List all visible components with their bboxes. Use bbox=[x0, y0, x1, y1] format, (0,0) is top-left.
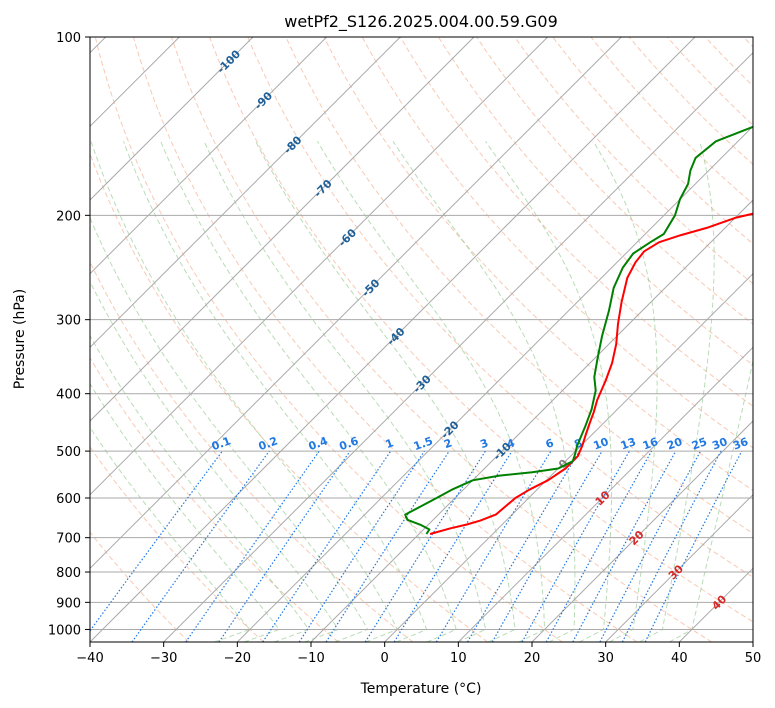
isotherm-line bbox=[531, 420, 753, 642]
mixing-ratio-line bbox=[185, 450, 320, 642]
isotherm-line bbox=[457, 346, 753, 642]
dry-adiabat bbox=[437, 37, 753, 366]
mixing-ratio-label: 20 bbox=[665, 435, 684, 453]
mixing-ratio-line bbox=[364, 450, 486, 642]
y-tick-label: 700 bbox=[56, 532, 81, 547]
isotherm-line bbox=[236, 125, 753, 642]
mixing-ratio-line bbox=[621, 450, 722, 642]
mixing-ratio-label: 6 bbox=[544, 436, 556, 451]
profile-series bbox=[404, 125, 753, 535]
dewpoint-profile bbox=[404, 125, 753, 535]
mixing-ratio-line bbox=[521, 450, 631, 642]
dry-adiabat bbox=[90, 356, 339, 642]
mixing-ratio-label: 13 bbox=[619, 435, 638, 452]
x-tick-label: −40 bbox=[76, 651, 103, 666]
x-axis-label: Temperature (°C) bbox=[360, 681, 482, 697]
y-tick-label: 1000 bbox=[48, 623, 81, 638]
y-tick-label: 300 bbox=[56, 314, 81, 329]
mixing-ratio-label: 2 bbox=[442, 436, 454, 451]
mixing-ratio-line bbox=[90, 450, 223, 632]
mixing-ratio-label: 10 bbox=[592, 435, 611, 453]
isotherm-line bbox=[605, 493, 753, 642]
plot-background bbox=[90, 37, 753, 642]
y-tick-label: 100 bbox=[56, 31, 81, 46]
mixing-ratio-line bbox=[393, 450, 513, 642]
isotherm-line bbox=[90, 37, 696, 642]
mixing-ratio-line bbox=[572, 450, 677, 642]
mixing-ratio-line bbox=[545, 450, 653, 642]
dry-adiabat bbox=[323, 37, 753, 491]
isotherm-line bbox=[90, 37, 549, 496]
mixing-ratio-label: 0.4 bbox=[307, 434, 330, 453]
mixing-ratio-line bbox=[325, 450, 450, 642]
isotherm-line bbox=[90, 37, 475, 422]
mixing-ratio-label: 0.1 bbox=[210, 434, 233, 453]
mixing-ratio-line bbox=[491, 450, 603, 642]
y-tick-label: 800 bbox=[56, 566, 81, 581]
dry-adiabat bbox=[552, 37, 753, 245]
mixing-ratio-label: 1 bbox=[384, 436, 396, 451]
mixing-ratio-label: 0.2 bbox=[257, 434, 280, 453]
dry-adiabat bbox=[94, 37, 563, 642]
y-axis-label: Pressure (hPa) bbox=[12, 289, 28, 389]
mixing-ratio-label: 30 bbox=[710, 435, 729, 453]
x-tick-label: 50 bbox=[745, 651, 762, 666]
mixing-ratio-line bbox=[218, 450, 351, 642]
y-tick-label: 400 bbox=[56, 388, 81, 403]
dry-adiabat bbox=[476, 37, 753, 325]
x-tick-label: 30 bbox=[597, 651, 614, 666]
x-tick-label: 40 bbox=[671, 651, 688, 666]
dry-adiabat bbox=[171, 37, 712, 642]
mixing-ratio-label: 16 bbox=[641, 435, 660, 453]
isotherm-line bbox=[310, 199, 753, 642]
x-tick-label: 10 bbox=[450, 651, 467, 666]
axes: −40 −30 −20 −10 0 10 20 30 40 5010020030040050060… bbox=[48, 31, 761, 666]
x-tick-label: −10 bbox=[297, 651, 324, 666]
dry-adiabat bbox=[590, 37, 753, 205]
plot-frame bbox=[89, 36, 754, 643]
isotherm-line bbox=[384, 272, 753, 642]
isotherm-line bbox=[163, 51, 753, 642]
mixing-ratio-label: 36 bbox=[731, 435, 750, 453]
dry-adiabat bbox=[90, 531, 190, 642]
mixing-ratio-line bbox=[644, 450, 743, 642]
chart-title: wetPf2_S126.2025.004.00.59.G09 bbox=[284, 12, 558, 32]
isotherm-line bbox=[90, 37, 622, 570]
dry-adiabat bbox=[209, 37, 753, 623]
y-tick-label: 600 bbox=[56, 492, 81, 507]
x-tick-label: −20 bbox=[224, 651, 251, 666]
y-tick-label: 900 bbox=[56, 596, 81, 611]
x-tick-label: −30 bbox=[150, 651, 177, 666]
mixing-ratio-label: 4 bbox=[505, 436, 517, 451]
isotherm-line bbox=[752, 641, 753, 642]
isotherm-line bbox=[90, 37, 401, 349]
isotherm-line bbox=[90, 37, 328, 275]
mixing-ratio-line bbox=[298, 450, 425, 642]
temperature-profile bbox=[429, 212, 753, 535]
mixing-ratio-label: 1.5 bbox=[412, 434, 435, 453]
mixing-ratio-label: 3 bbox=[478, 436, 490, 451]
background-lines bbox=[90, 37, 753, 642]
dry-adiabat bbox=[132, 37, 638, 642]
isotherm-line bbox=[90, 37, 254, 201]
y-tick-label: 500 bbox=[56, 445, 81, 460]
x-tick-label: 20 bbox=[524, 651, 541, 666]
dry-adiabat bbox=[399, 37, 753, 407]
dry-adiabat bbox=[285, 37, 753, 535]
dry-adiabat bbox=[90, 260, 414, 642]
mixing-ratio-label: 25 bbox=[690, 435, 709, 452]
y-tick-label: 200 bbox=[56, 209, 81, 224]
x-tick-label: 0 bbox=[381, 651, 389, 666]
mixing-ratio-line bbox=[131, 450, 270, 642]
mixing-ratio-label: 0.6 bbox=[338, 434, 361, 453]
mixing-ratio-line bbox=[599, 450, 702, 642]
